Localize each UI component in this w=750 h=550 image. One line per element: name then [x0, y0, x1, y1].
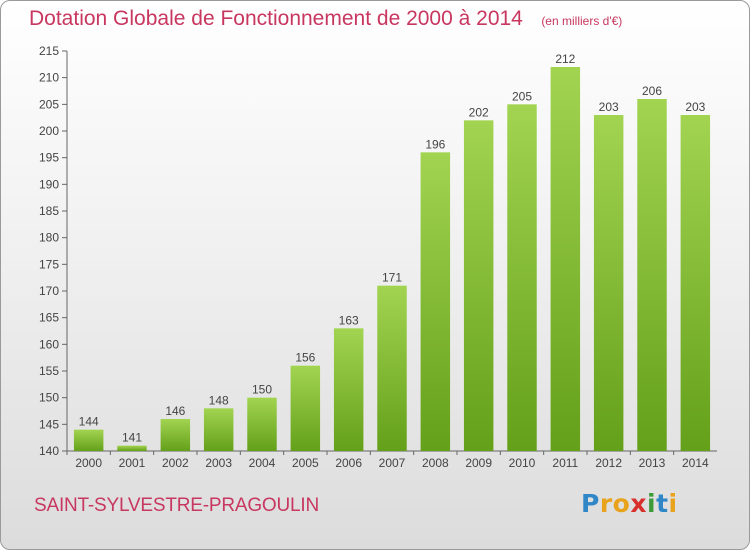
- chart-data-labels: 144 141 146 148 150 156 163 171 196 202 205 212 203 2…: [79, 52, 706, 445]
- bar-2002: [160, 419, 191, 451]
- bar-2013: [637, 99, 667, 451]
- commune-name: SAINT-SYLVESTRE-PRAGOULIN: [34, 495, 319, 516]
- logo-letter: t: [656, 489, 669, 518]
- y-tick-label: 200: [39, 124, 59, 138]
- data-label-2004: 150: [252, 383, 272, 397]
- bar-2009: [463, 120, 494, 451]
- bar-2003: [203, 408, 234, 451]
- y-tick-label: 190: [39, 177, 59, 191]
- bar-2000: [73, 429, 104, 451]
- y-tick-label: 150: [39, 391, 59, 405]
- x-tick-label: 2008: [422, 456, 449, 470]
- y-tick-label: 140: [39, 444, 59, 458]
- data-label-2003: 148: [209, 393, 229, 407]
- logo-letter: x: [630, 489, 647, 518]
- x-tick-label: 2002: [162, 456, 189, 470]
- bar-2010: [507, 104, 537, 451]
- logo-letter: r: [599, 489, 613, 518]
- bar-2007: [377, 285, 407, 451]
- bar-2001: [117, 445, 147, 451]
- y-tick-label: 215: [39, 44, 59, 58]
- x-tick-label: 2013: [639, 456, 666, 470]
- data-label-2007: 171: [382, 271, 402, 285]
- y-tick-label: 160: [39, 337, 59, 351]
- data-label-2014: 203: [685, 100, 705, 114]
- x-tick-label: 2014: [682, 456, 709, 470]
- data-label-2011: 212: [555, 52, 575, 66]
- y-tick-label: 170: [39, 284, 59, 298]
- x-tick-label: 2004: [249, 456, 276, 470]
- x-tick-label: 2012: [595, 456, 622, 470]
- logo-letter: o: [612, 489, 631, 518]
- data-label-2008: 196: [425, 137, 445, 151]
- bar-2012: [593, 115, 624, 451]
- data-label-2002: 146: [165, 404, 185, 418]
- data-label-2012: 203: [599, 100, 619, 114]
- logo-letter: i: [668, 489, 678, 518]
- x-tick-label: 2001: [119, 456, 146, 470]
- chart-title-text: Dotation Globale de Fonctionnement de 20…: [29, 7, 523, 30]
- proxiti-logo: Proxiti: [581, 489, 678, 518]
- chart-unit-text: (en milliers d'€): [541, 14, 623, 28]
- x-tick-label: 2007: [379, 456, 406, 470]
- x-tick-label: 2010: [509, 456, 536, 470]
- data-label-2005: 156: [295, 351, 315, 365]
- y-tick-label: 185: [39, 204, 59, 218]
- y-tick-label: 165: [39, 311, 59, 325]
- y-tick-label: 210: [39, 71, 59, 85]
- y-tick-label: 155: [39, 364, 59, 378]
- y-tick-label: 175: [39, 257, 59, 271]
- bar-2005: [290, 365, 321, 451]
- chart-bars: [73, 67, 711, 452]
- x-tick-label: 2000: [75, 456, 102, 470]
- data-label-2000: 144: [79, 415, 99, 429]
- logo-letter: P: [581, 489, 600, 518]
- bar-2008: [420, 152, 451, 452]
- bar-2006: [333, 328, 364, 451]
- data-label-2006: 163: [339, 313, 359, 327]
- x-tick-label: 2006: [335, 456, 362, 470]
- x-tick-label: 2003: [205, 456, 232, 470]
- data-label-2010: 205: [512, 89, 532, 103]
- data-label-2009: 202: [469, 105, 489, 119]
- bar-2011: [550, 67, 581, 451]
- y-tick-label: 145: [39, 417, 59, 431]
- y-tick-label: 195: [39, 151, 59, 165]
- x-tick-label: 2005: [292, 456, 319, 470]
- y-tick-label: 180: [39, 231, 59, 245]
- data-label-2001: 141: [122, 431, 142, 445]
- y-tick-label: 205: [39, 97, 59, 111]
- chart-title: Dotation Globale de Fonctionnement de 20…: [29, 7, 622, 31]
- bar-2014: [680, 115, 711, 451]
- x-tick-label: 2009: [465, 456, 492, 470]
- bar-2004: [247, 397, 277, 451]
- logo-letter: i: [647, 489, 657, 518]
- x-tick-label: 2011: [552, 456, 578, 470]
- data-label-2013: 206: [642, 84, 662, 98]
